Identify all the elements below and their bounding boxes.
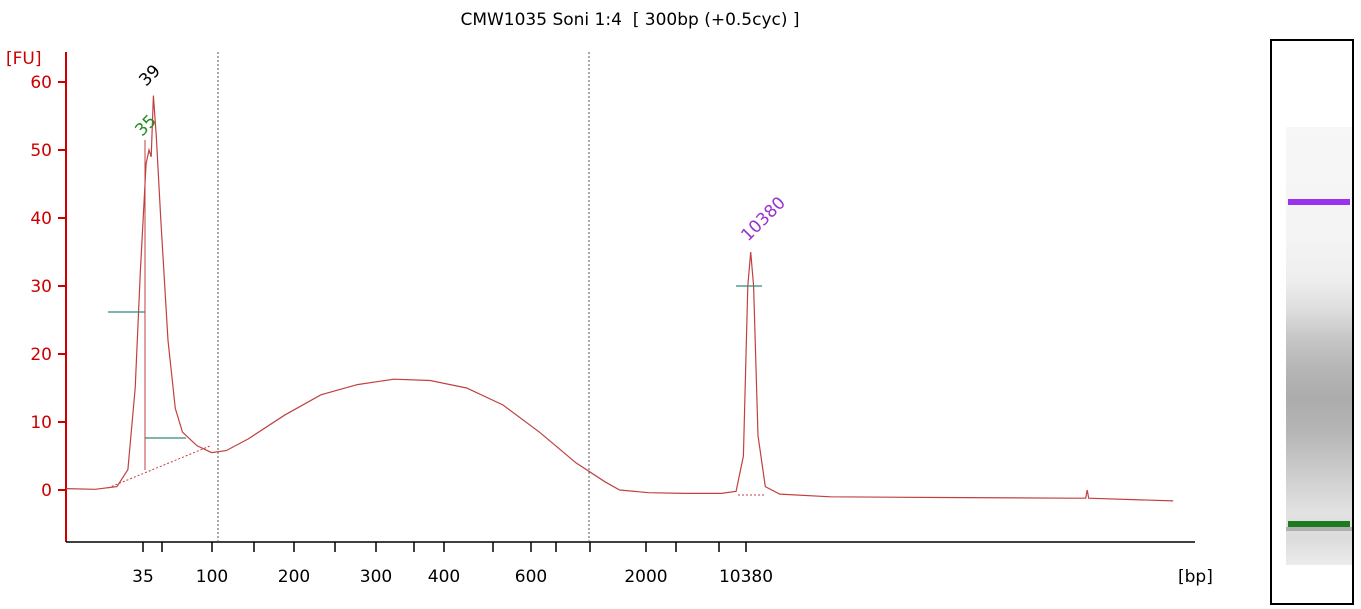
- peak-label: 39: [135, 61, 164, 90]
- chart-title: CMW1035 Soni 1:4 [ 300bp (+0.5cyc) ]: [460, 10, 800, 30]
- x-axis: 35 100 200 300 400 600 2000 10380: [66, 541, 1195, 587]
- x-tick-label: 200: [278, 567, 310, 587]
- gel-band-lower-marker: [1288, 521, 1350, 527]
- gel-lane: [1286, 127, 1352, 565]
- gel-band-upper-marker: [1288, 199, 1350, 205]
- x-tick-label: 100: [196, 567, 228, 587]
- y-tick-label: 50: [30, 141, 52, 161]
- electropherogram-plot: 0 10 20 30 40 50 60 35 100 200 300 400 600 2000 10380…: [6, 49, 1213, 587]
- x-tick-label: 35: [132, 567, 154, 587]
- x-tick-label: 600: [515, 567, 547, 587]
- y-axis: 0 10 20 30 40 50 60: [30, 52, 67, 542]
- peak-label: 10380: [737, 193, 789, 245]
- x-tick-label: 10380: [719, 567, 773, 587]
- region-lines: [217, 52, 590, 542]
- trace-line: [65, 95, 1174, 502]
- y-tick-label: 40: [30, 209, 52, 229]
- peak-baseline-left: [107, 445, 211, 489]
- y-tick-label: 20: [30, 345, 52, 365]
- y-tick-label: 10: [30, 413, 52, 433]
- peak-baseline: [107, 445, 764, 496]
- y-axis-label: [FU]: [6, 49, 42, 69]
- x-tick-label: 2000: [624, 567, 667, 587]
- x-axis-label: [bp]: [1178, 567, 1213, 587]
- x-tick-label: 300: [360, 567, 392, 587]
- y-tick-label: 0: [41, 481, 52, 501]
- x-tick-label: 400: [428, 567, 460, 587]
- gel-image: [1270, 39, 1354, 605]
- y-tick-label: 60: [30, 73, 52, 93]
- y-tick-label: 30: [30, 277, 52, 297]
- gel-band-lower-shadow: [1286, 527, 1352, 531]
- trace-series: [65, 95, 1174, 502]
